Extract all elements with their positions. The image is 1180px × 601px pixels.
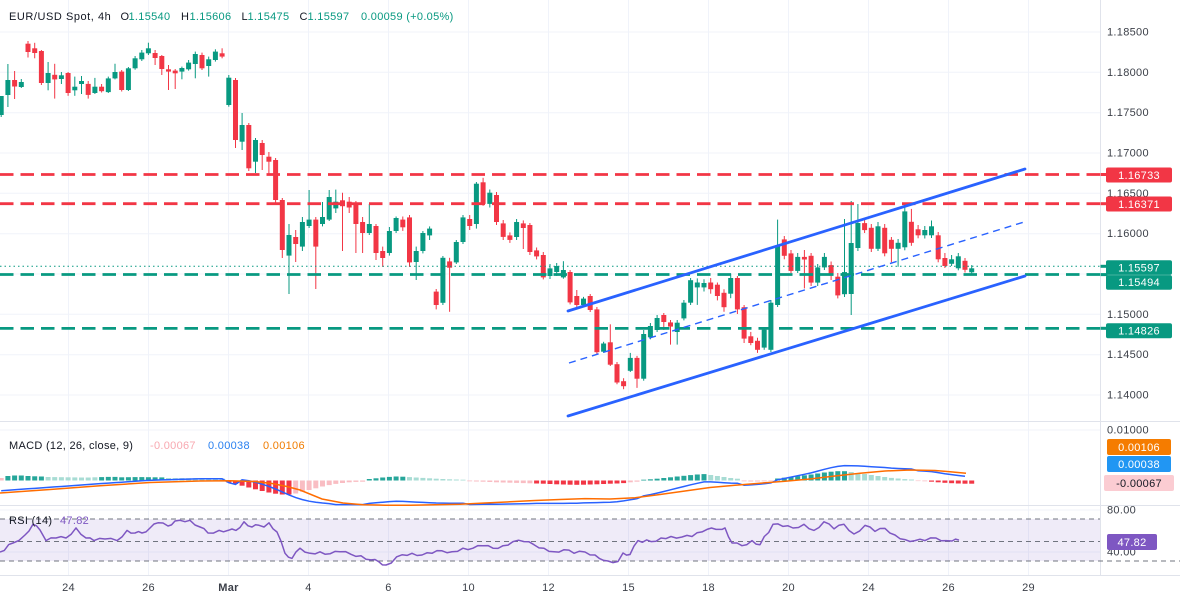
svg-text:O: O [121, 11, 130, 23]
svg-text:26: 26 [142, 582, 155, 594]
svg-text:0.00038: 0.00038 [1118, 459, 1160, 471]
svg-text:12: 12 [542, 582, 555, 594]
svg-text:15: 15 [622, 582, 635, 594]
svg-text:1.16000: 1.16000 [1107, 228, 1149, 240]
svg-text:0.00038: 0.00038 [208, 440, 250, 452]
svg-text:H: H [181, 11, 189, 23]
svg-text:10: 10 [462, 582, 475, 594]
svg-text:1.15597: 1.15597 [1118, 262, 1160, 274]
svg-text:RSI (14): RSI (14) [9, 515, 52, 527]
svg-text:29: 29 [1022, 582, 1035, 594]
svg-text:-0.00067: -0.00067 [1116, 478, 1162, 490]
svg-text:-0.00067: -0.00067 [150, 440, 196, 452]
svg-text:80.00: 80.00 [1107, 505, 1136, 517]
svg-text:1.15540: 1.15540 [129, 11, 171, 23]
svg-text:1.15606: 1.15606 [190, 11, 232, 23]
svg-text:0.00106: 0.00106 [1118, 442, 1160, 454]
svg-text:4: 4 [305, 582, 311, 594]
svg-text:1.16371: 1.16371 [1118, 199, 1160, 211]
svg-text:1.15494: 1.15494 [1118, 277, 1160, 289]
svg-text:1.15000: 1.15000 [1107, 309, 1149, 321]
svg-text:1.16733: 1.16733 [1118, 170, 1160, 182]
svg-text:L: L [242, 11, 248, 23]
svg-text:24: 24 [62, 582, 75, 594]
svg-text:EUR/USD Spot, 4h: EUR/USD Spot, 4h [9, 11, 111, 23]
svg-text:1.18000: 1.18000 [1107, 67, 1149, 79]
svg-text:C: C [300, 11, 308, 23]
svg-text:24: 24 [862, 582, 875, 594]
svg-text:47.82: 47.82 [1117, 537, 1146, 549]
svg-text:20: 20 [782, 582, 795, 594]
svg-text:0.00106: 0.00106 [263, 440, 305, 452]
svg-text:Mar: Mar [218, 582, 239, 594]
svg-text:1.15597: 1.15597 [308, 11, 350, 23]
svg-text:1.17500: 1.17500 [1107, 107, 1149, 119]
svg-text:1.18500: 1.18500 [1107, 27, 1149, 39]
svg-text:1.15475: 1.15475 [248, 11, 290, 23]
svg-text:18: 18 [702, 582, 715, 594]
svg-text:47.82: 47.82 [60, 515, 89, 527]
svg-text:1.14500: 1.14500 [1107, 349, 1149, 361]
svg-text:1.14826: 1.14826 [1118, 326, 1160, 338]
svg-text:26: 26 [942, 582, 955, 594]
svg-text:0.01000: 0.01000 [1107, 425, 1149, 437]
svg-text:1.14000: 1.14000 [1107, 390, 1149, 402]
svg-text:1.17000: 1.17000 [1107, 148, 1149, 160]
svg-text:6: 6 [385, 582, 391, 594]
svg-text:0.00059 (+0.05%): 0.00059 (+0.05%) [361, 11, 454, 23]
svg-text:MACD (12, 26, close, 9): MACD (12, 26, close, 9) [9, 440, 133, 452]
